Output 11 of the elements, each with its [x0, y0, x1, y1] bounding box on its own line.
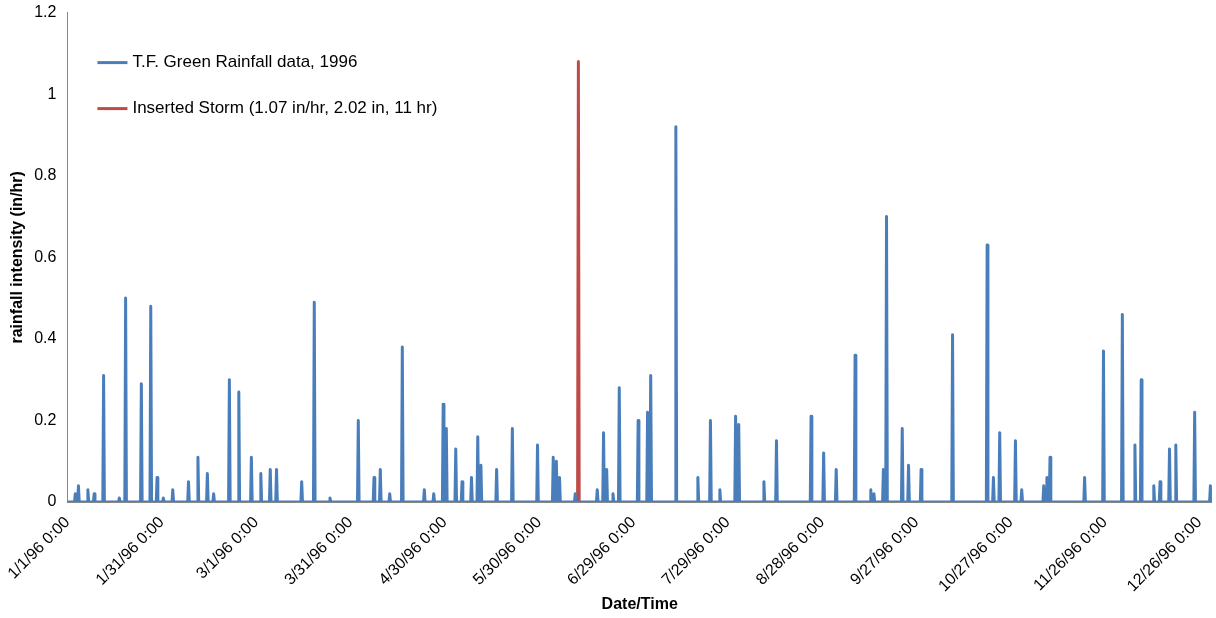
- y-tick-label: 0.8: [34, 166, 57, 184]
- y-axis-title: rainfall intensity (in/hr): [8, 171, 26, 344]
- legend-label: T.F. Green Rainfall data, 1996: [132, 52, 358, 72]
- legend-label: Inserted Storm (1.07 in/hr, 2.02 in, 11 hr): [132, 98, 438, 118]
- y-tick-label: 1.2: [34, 3, 57, 21]
- y-tick-label: 0: [47, 492, 57, 510]
- y-tick-label: 1: [47, 84, 57, 102]
- x-axis-title: Date/Time: [601, 594, 678, 612]
- y-tick-label: 0.6: [34, 247, 57, 265]
- y-tick-label: 0.2: [34, 410, 57, 428]
- y-tick-label: 0.4: [34, 329, 57, 347]
